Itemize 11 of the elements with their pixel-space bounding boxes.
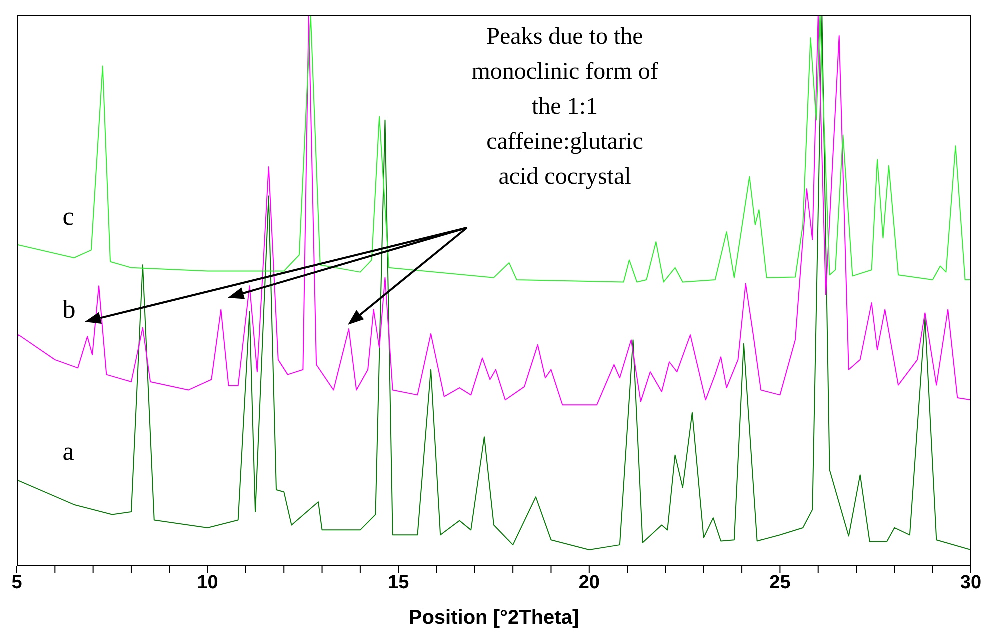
series-label: a <box>62 437 75 466</box>
series-label: b <box>62 294 76 324</box>
x-tick-label: 30 <box>960 572 982 594</box>
x-tick-label: 5 <box>12 572 23 594</box>
x-tick-label: 15 <box>388 572 410 594</box>
x-tick-label: 10 <box>197 572 218 594</box>
x-tick-label: 20 <box>578 572 600 594</box>
x-tick-label: 25 <box>770 572 792 594</box>
x-axis-title: Position [°2Theta] <box>408 607 580 629</box>
series-label: c <box>62 202 74 231</box>
annotation: Peaks due to the monoclinic form of the 1:1 caffeine:glutaric acid cocrystal <box>470 23 660 192</box>
